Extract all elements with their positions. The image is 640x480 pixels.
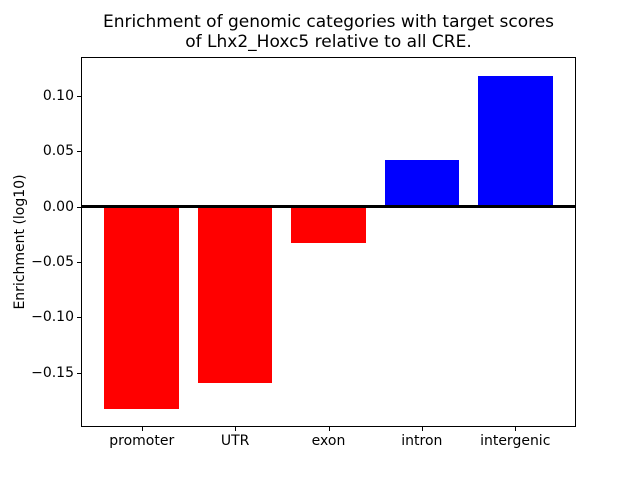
bar-intergenic xyxy=(477,75,553,207)
x-tick-mark xyxy=(328,427,330,431)
x-tick-label-intergenic: intergenic xyxy=(480,433,551,449)
bar-exon xyxy=(291,206,366,244)
x-tick-mark xyxy=(515,427,517,431)
bar-promoter xyxy=(104,206,180,410)
y-tick-mark xyxy=(77,261,81,263)
x-tick-mark xyxy=(141,427,143,431)
zero-line xyxy=(82,205,575,209)
y-tick-mark xyxy=(77,317,81,319)
bar-UTR xyxy=(197,206,273,383)
y-tick-label: 0.00 xyxy=(42,198,74,215)
y-tick-label: −0.15 xyxy=(31,364,74,381)
x-tick-mark xyxy=(235,427,237,431)
y-tick-label: 0.10 xyxy=(42,87,74,104)
y-tick-mark xyxy=(77,206,81,208)
chart-title: Enrichment of genomic categories with ta… xyxy=(102,12,555,53)
y-tick-mark xyxy=(77,372,81,374)
bar-intron xyxy=(384,159,460,207)
y-tick-label: −0.05 xyxy=(31,253,74,270)
y-tick-label: 0.05 xyxy=(42,143,74,160)
x-tick-label-promoter: promoter xyxy=(109,433,175,449)
y-tick-mark xyxy=(77,95,81,97)
x-tick-label-exon: exon xyxy=(311,433,346,449)
x-tick-label-UTR: UTR xyxy=(220,433,250,449)
x-tick-label-intron: intron xyxy=(401,433,443,449)
plot-area xyxy=(81,57,576,427)
x-tick-mark xyxy=(421,427,423,431)
y-axis-label: Enrichment (log10) xyxy=(12,174,28,310)
y-tick-label: −0.10 xyxy=(31,309,74,326)
y-tick-mark xyxy=(77,151,81,153)
